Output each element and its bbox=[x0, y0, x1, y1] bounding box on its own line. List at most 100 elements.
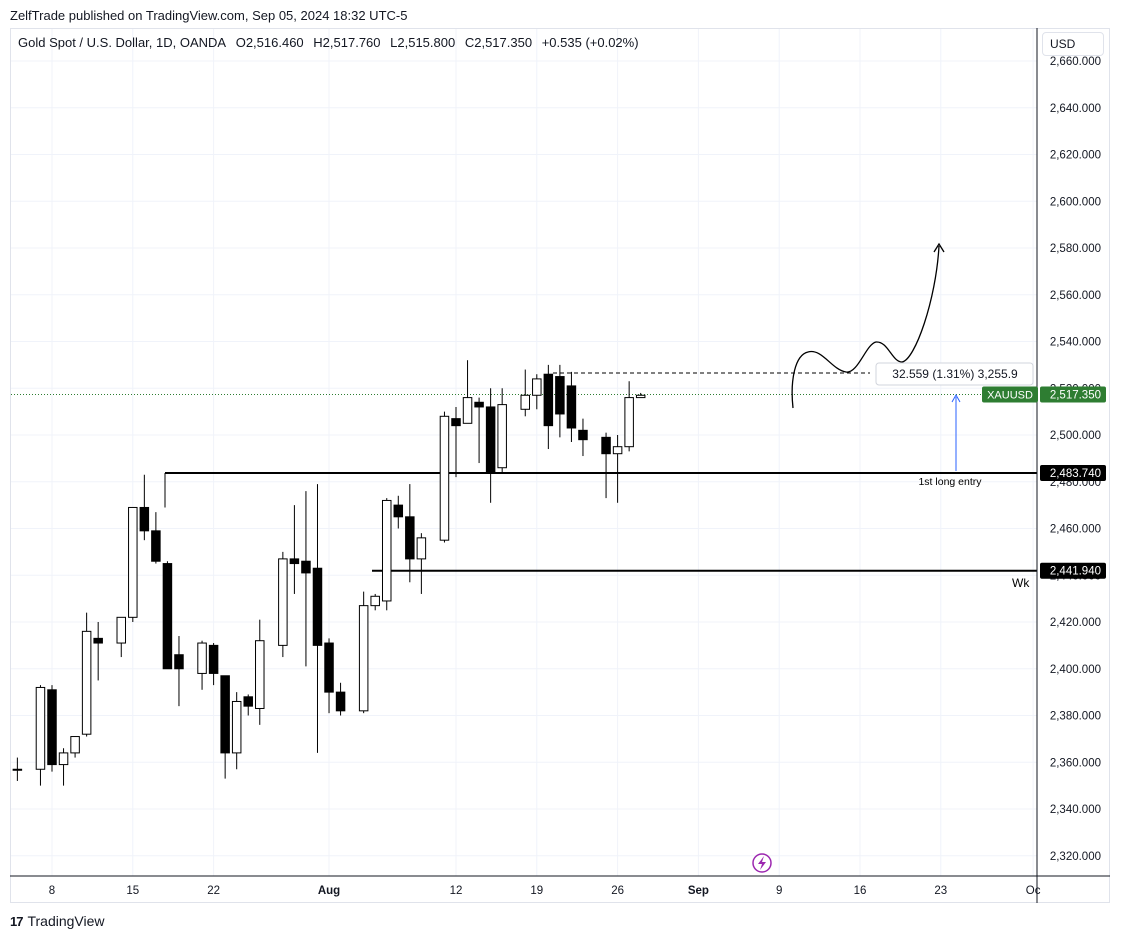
candle-body bbox=[578, 429, 588, 441]
brand-name: TradingView bbox=[27, 913, 105, 929]
x-tick-label: Aug bbox=[318, 885, 340, 897]
x-tick-label: 26 bbox=[611, 885, 624, 897]
candle-body bbox=[474, 401, 484, 408]
candle-body bbox=[635, 394, 646, 399]
candle-body bbox=[555, 376, 565, 415]
candle-body bbox=[497, 404, 507, 469]
candle-body bbox=[335, 691, 346, 712]
candle-body bbox=[566, 385, 577, 429]
projection-drawing: 1st long entry 32.559 (1.31%) 3,255.9 Wk bbox=[752, 242, 1034, 873]
y-tick-label: 2,420.000 bbox=[1050, 617, 1101, 629]
candle-body bbox=[58, 752, 69, 766]
candles bbox=[12, 360, 646, 786]
candle-body bbox=[416, 537, 427, 560]
x-tick-label: 16 bbox=[854, 885, 867, 897]
price-axis: 2,320.000 2,340.000 2,360.000 2,380.000 2,40… bbox=[1036, 28, 1101, 903]
x-tick-label: Sep bbox=[688, 885, 709, 897]
y-tick-label: 2,660.000 bbox=[1050, 56, 1101, 68]
candle-body bbox=[381, 499, 392, 602]
candle-body bbox=[128, 506, 138, 618]
legend-change: +0.535 (+0.02%) bbox=[541, 35, 639, 50]
candle-body bbox=[289, 558, 300, 565]
y-tick-label: 2,360.000 bbox=[1050, 757, 1101, 769]
candle-body bbox=[255, 640, 265, 709]
candle-body bbox=[139, 506, 150, 532]
projection-path bbox=[791, 245, 940, 409]
candle-body bbox=[543, 373, 554, 427]
candle-body bbox=[93, 637, 103, 644]
symbol-tag-bg bbox=[982, 386, 1038, 403]
candle-body bbox=[162, 563, 173, 670]
candle-body bbox=[312, 567, 323, 646]
tradingview-logo-icon: 17 bbox=[10, 913, 24, 929]
y-tick-label: 2,500.000 bbox=[1050, 430, 1101, 442]
candle-body bbox=[370, 595, 380, 607]
time-axis: 8 15 22 Aug 12 19 26 Sep 9 16 23 Oc bbox=[10, 875, 1110, 897]
projection-arrowhead bbox=[933, 242, 945, 253]
current-price-tag: 2,517.350 bbox=[1050, 389, 1101, 401]
candle-body bbox=[220, 675, 230, 754]
level-tag-2: 2,441.940 bbox=[1050, 566, 1101, 578]
level-tag-1: 2,483.740 bbox=[1050, 468, 1101, 480]
x-tick-label: 12 bbox=[450, 885, 463, 897]
legend-close: C2,517.350 bbox=[464, 35, 533, 50]
measure-box bbox=[875, 362, 1034, 386]
currency-selector[interactable]: USD bbox=[1042, 32, 1104, 56]
x-tick-label: 9 bbox=[776, 885, 782, 897]
entry-arrowhead bbox=[951, 393, 961, 403]
tradingview-brand: 17 TradingView bbox=[10, 913, 105, 929]
candle-body bbox=[358, 605, 369, 712]
y-tick-label: 2,400.000 bbox=[1050, 664, 1101, 676]
y-tick-label: 2,320.000 bbox=[1050, 851, 1101, 863]
legend-symbol: Gold Spot / U.S. Dollar, 1D, OANDA bbox=[18, 35, 227, 50]
y-tick-label: 2,460.000 bbox=[1050, 524, 1101, 536]
publisher-line: ZelfTrade published on TradingView.com, … bbox=[10, 8, 408, 23]
y-tick-label: 2,640.000 bbox=[1050, 103, 1101, 115]
legend-low: L2,515.800 bbox=[390, 35, 456, 50]
y-tick-label: 2,340.000 bbox=[1050, 804, 1101, 816]
chart-frame bbox=[10, 28, 1110, 903]
y-tick-label: 2,540.000 bbox=[1050, 337, 1101, 349]
candle-body bbox=[393, 504, 404, 518]
x-tick-label: 8 bbox=[49, 885, 55, 897]
candle-body bbox=[208, 644, 219, 674]
candle-body bbox=[439, 415, 450, 541]
candle-body bbox=[243, 696, 253, 707]
gridlines bbox=[11, 29, 1037, 876]
candle-body bbox=[151, 530, 161, 562]
candle-body bbox=[462, 397, 473, 424]
candle-body bbox=[451, 418, 461, 427]
candle-body bbox=[197, 642, 207, 674]
candle-body bbox=[301, 560, 311, 574]
candle-body bbox=[116, 616, 127, 644]
y-tick-label: 2,620.000 bbox=[1050, 150, 1101, 162]
y-tick-label: 2,580.000 bbox=[1050, 243, 1101, 255]
x-tick-label: 22 bbox=[207, 885, 220, 897]
x-tick-label: 15 bbox=[126, 885, 139, 897]
legend-high: H2,517.760 bbox=[313, 35, 381, 50]
measure-label: 32.559 (1.31%) 3,255.9 bbox=[892, 367, 1018, 381]
price-tags: 2,483.740 2,441.940 XAUUSD 2,517.350 bbox=[982, 386, 1106, 579]
y-tick-label: 2,380.000 bbox=[1050, 711, 1101, 723]
lightning-icon-bolt bbox=[758, 856, 766, 870]
level-tag-1-bg bbox=[1040, 465, 1106, 482]
candle-body bbox=[624, 397, 634, 448]
candle-body bbox=[12, 768, 23, 771]
x-tick-label: 23 bbox=[934, 885, 947, 897]
candle-body bbox=[47, 689, 57, 766]
legend-open: O2,516.460 bbox=[235, 35, 304, 50]
current-price-tag-bg bbox=[1040, 386, 1106, 403]
candle-body bbox=[324, 642, 334, 693]
candle-body bbox=[35, 686, 46, 770]
candle-body bbox=[405, 516, 415, 560]
candle-body bbox=[278, 558, 288, 646]
candle-body bbox=[485, 406, 496, 473]
candle-body bbox=[532, 378, 542, 396]
y-tick-label: 2,560.000 bbox=[1050, 290, 1101, 302]
horizontal-levels bbox=[11, 372, 1037, 572]
annotation-wk: Wk bbox=[1012, 576, 1030, 590]
x-tick-label: Oc bbox=[1026, 885, 1041, 897]
candle-body bbox=[520, 394, 531, 410]
y-tick-label: 2,600.000 bbox=[1050, 196, 1101, 208]
